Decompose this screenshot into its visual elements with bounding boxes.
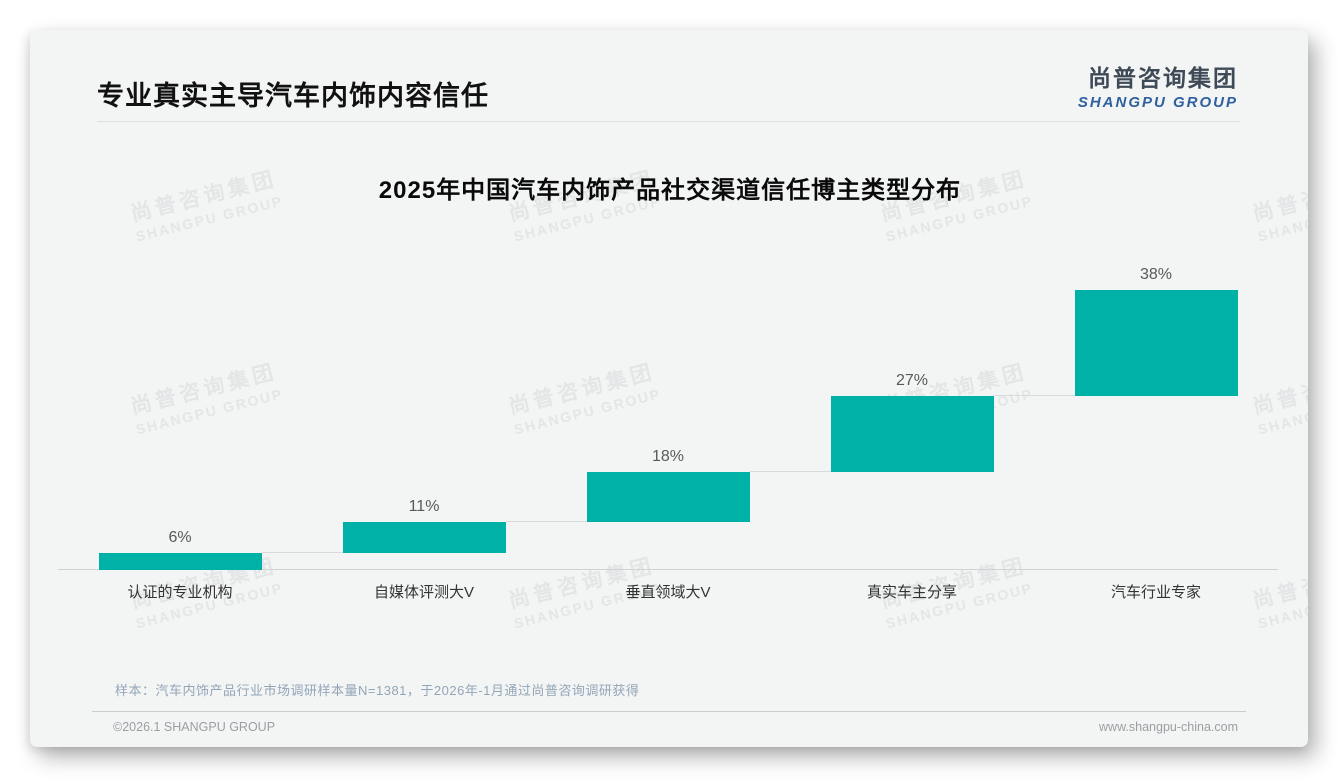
bar-value-label: 6%	[168, 529, 192, 547]
bar-category-label: 汽车行业专家	[1110, 584, 1201, 601]
chart-title: 2025年中国汽车内饰产品社交渠道信任博主类型分布	[378, 177, 962, 204]
logo-en-text: SHANGPU GROUP	[1077, 94, 1238, 111]
bar-value-label: 38%	[1139, 266, 1173, 283]
slide-card: 尚普咨询集团 SHANGPU GROUP 尚普咨询集团 SHANGPU GROUP 尚普…	[30, 30, 1308, 747]
company-logo: 尚普咨询集团 SHANGPU GROUP	[1078, 59, 1238, 111]
website-url: www.shangpu-china.com	[1099, 720, 1238, 734]
footer-row: ©2026.1 SHANGPU GROUP www.shangpu-china.…	[113, 720, 1238, 734]
page-title: 专业真实主导汽车内饰内容信任	[97, 81, 489, 111]
bar-category-label: 真实车主分享	[866, 584, 957, 601]
waterfall-bar	[98, 553, 262, 570]
sample-note: 样本：汽车内饰产品行业市场调研样本量N=1381，于2026年-1月通过尚普咨询…	[115, 683, 640, 698]
footer-divider	[92, 711, 1246, 712]
bar-connector	[505, 521, 587, 523]
bar-connector	[749, 471, 831, 472]
bar-category-label: 自媒体评测大V	[373, 584, 474, 601]
waterfall-bar	[1074, 290, 1238, 397]
waterfall-bar	[830, 396, 994, 472]
bar-value-label: 18%	[651, 448, 685, 465]
waterfall-bar	[586, 472, 750, 523]
waterfall-bar	[342, 522, 506, 554]
title-divider	[97, 121, 1240, 122]
waterfall-plot: 6% 认证的专业机构 11% 自媒体评测大V 18% 垂直领域大V 27% 真实车主分享 38%…	[58, 266, 1278, 601]
bar-connector	[993, 395, 1075, 397]
bar-connector	[261, 552, 343, 554]
copyright-text: ©2026.1 SHANGPU GROUP	[113, 720, 276, 734]
bar-value-label: 11%	[408, 498, 440, 516]
bar-value-label: 27%	[895, 372, 929, 390]
bar-category-label: 认证的专业机构	[127, 584, 233, 601]
logo-cn-text: 尚普咨询集团	[1088, 65, 1238, 91]
bar-category-label: 垂直领域大V	[625, 584, 711, 601]
x-axis-baseline	[58, 569, 1278, 570]
